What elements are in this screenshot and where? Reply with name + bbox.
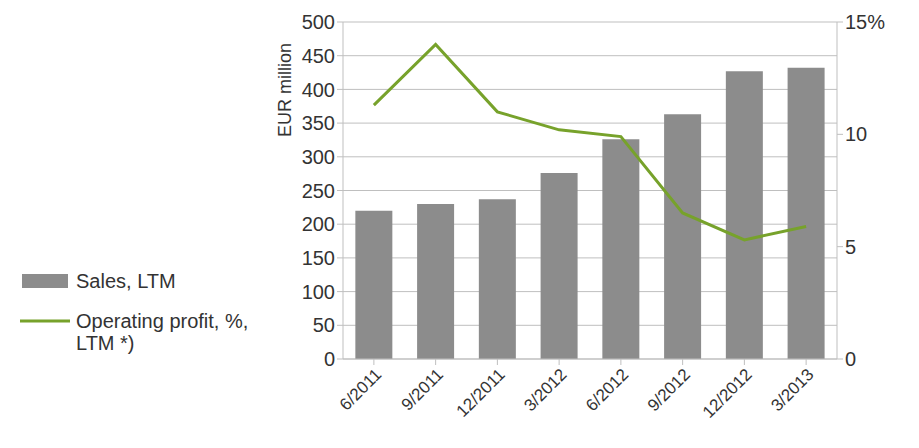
svg-text:6/2011: 6/2011 <box>336 365 385 414</box>
html-text:Operating profit, %, LTM *): Operating profit, %, LTM *) <box>76 310 249 354</box>
svg-text:12/2011: 12/2011 <box>453 365 509 421</box>
svg-text:3/2012: 3/2012 <box>520 365 570 415</box>
svg-text:6/2012: 6/2012 <box>582 365 632 415</box>
svg-text:12/2012: 12/2012 <box>699 365 756 422</box>
svg-text:0: 0 <box>324 348 335 370</box>
svg-text:9/2012: 9/2012 <box>644 365 694 415</box>
svg-text:50: 50 <box>313 314 335 336</box>
svg-text:200: 200 <box>302 213 335 235</box>
svg-text:3/2013: 3/2013 <box>767 365 817 415</box>
svg-text:300: 300 <box>302 146 335 168</box>
html-text:Sales, LTM: Sales, LTM <box>76 270 176 292</box>
svg-text:150: 150 <box>302 247 335 269</box>
svg-text:5: 5 <box>845 236 856 258</box>
svg-text:10: 10 <box>845 123 867 145</box>
svg-text:15%: 15% <box>845 11 885 33</box>
svg-text:250: 250 <box>302 180 335 202</box>
svg-text:100: 100 <box>302 281 335 303</box>
svg-text:9/2011: 9/2011 <box>398 365 447 414</box>
svg-text:400: 400 <box>302 79 335 101</box>
svg-text:500: 500 <box>302 11 335 33</box>
svg-text:450: 450 <box>302 45 335 67</box>
svg-text:EUR million: EUR million <box>275 43 295 137</box>
svg-text:350: 350 <box>302 112 335 134</box>
svg-text:0: 0 <box>845 348 856 370</box>
